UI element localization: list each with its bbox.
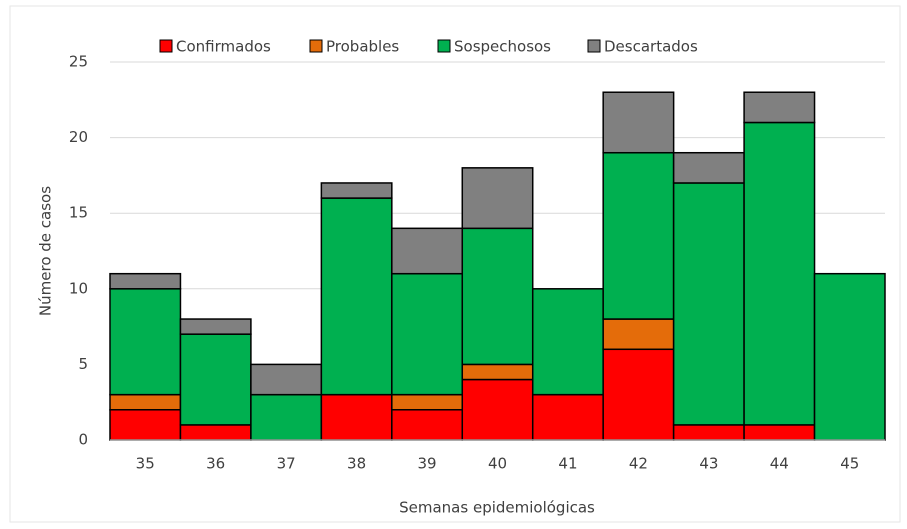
bar-segment — [531, 393, 604, 441]
bar-segment — [461, 378, 534, 441]
y-tick-label: 0 — [78, 431, 88, 449]
bar-segment — [250, 393, 323, 441]
x-tick-label: 38 — [347, 455, 366, 473]
y-tick-label: 20 — [69, 128, 88, 146]
bar-segment — [813, 272, 886, 441]
bar-segment — [531, 288, 604, 396]
x-tick-label: 44 — [770, 455, 789, 473]
x-tick-label: 37 — [277, 455, 296, 473]
x-tick-label: 41 — [558, 455, 577, 473]
bar-segment — [391, 227, 464, 275]
legend-swatch — [309, 39, 323, 53]
legend-swatch — [587, 39, 601, 53]
y-tick-label: 25 — [69, 53, 88, 71]
y-tick-label: 15 — [69, 204, 88, 222]
x-tick-label: 40 — [488, 455, 507, 473]
bar-segment — [320, 182, 393, 199]
bar-segment — [179, 333, 252, 426]
x-tick-label: 39 — [417, 455, 436, 473]
x-tick-label: 45 — [840, 455, 859, 473]
y-axis-label: Número de casos — [37, 186, 55, 316]
bar-segment — [461, 227, 534, 366]
bar-segment — [391, 393, 464, 411]
y-tick-label: 5 — [78, 355, 88, 373]
bar-segment — [109, 409, 182, 441]
legend-label: Confirmados — [176, 38, 271, 56]
bar-segment — [743, 91, 816, 124]
x-tick-label: 36 — [206, 455, 225, 473]
bar-segment — [743, 424, 816, 441]
legend-swatch — [159, 39, 173, 53]
bar-segment — [320, 393, 393, 441]
bar-segment — [109, 288, 182, 396]
bar-segment — [179, 424, 252, 441]
bar-segment — [672, 151, 745, 184]
x-tick-label: 43 — [699, 455, 718, 473]
x-tick-label: 35 — [136, 455, 155, 473]
bar-segment — [461, 363, 534, 381]
bar-segment — [672, 424, 745, 441]
bar-segment — [602, 91, 675, 154]
legend-label: Descartados — [604, 38, 698, 56]
bar-segment — [743, 121, 816, 426]
legend-label: Sospechosos — [454, 38, 551, 56]
bar-segment — [320, 197, 393, 396]
legend-label: Probables — [326, 38, 399, 56]
bar-segment — [391, 409, 464, 441]
bar-segment — [672, 182, 745, 426]
legend-swatch — [437, 39, 451, 53]
bar-segment — [602, 151, 675, 320]
bar-segment — [461, 167, 534, 230]
y-tick-label: 10 — [69, 279, 88, 297]
bar-segment — [179, 318, 252, 335]
bar-segment — [109, 393, 182, 411]
bar-segment — [391, 272, 464, 396]
bar-segment — [109, 272, 182, 290]
x-axis-label: Semanas epidemiológicas — [399, 499, 595, 517]
bar-segment — [602, 348, 675, 441]
bar-segment — [602, 318, 675, 351]
bar-segment — [250, 363, 323, 396]
x-tick-label: 42 — [629, 455, 648, 473]
